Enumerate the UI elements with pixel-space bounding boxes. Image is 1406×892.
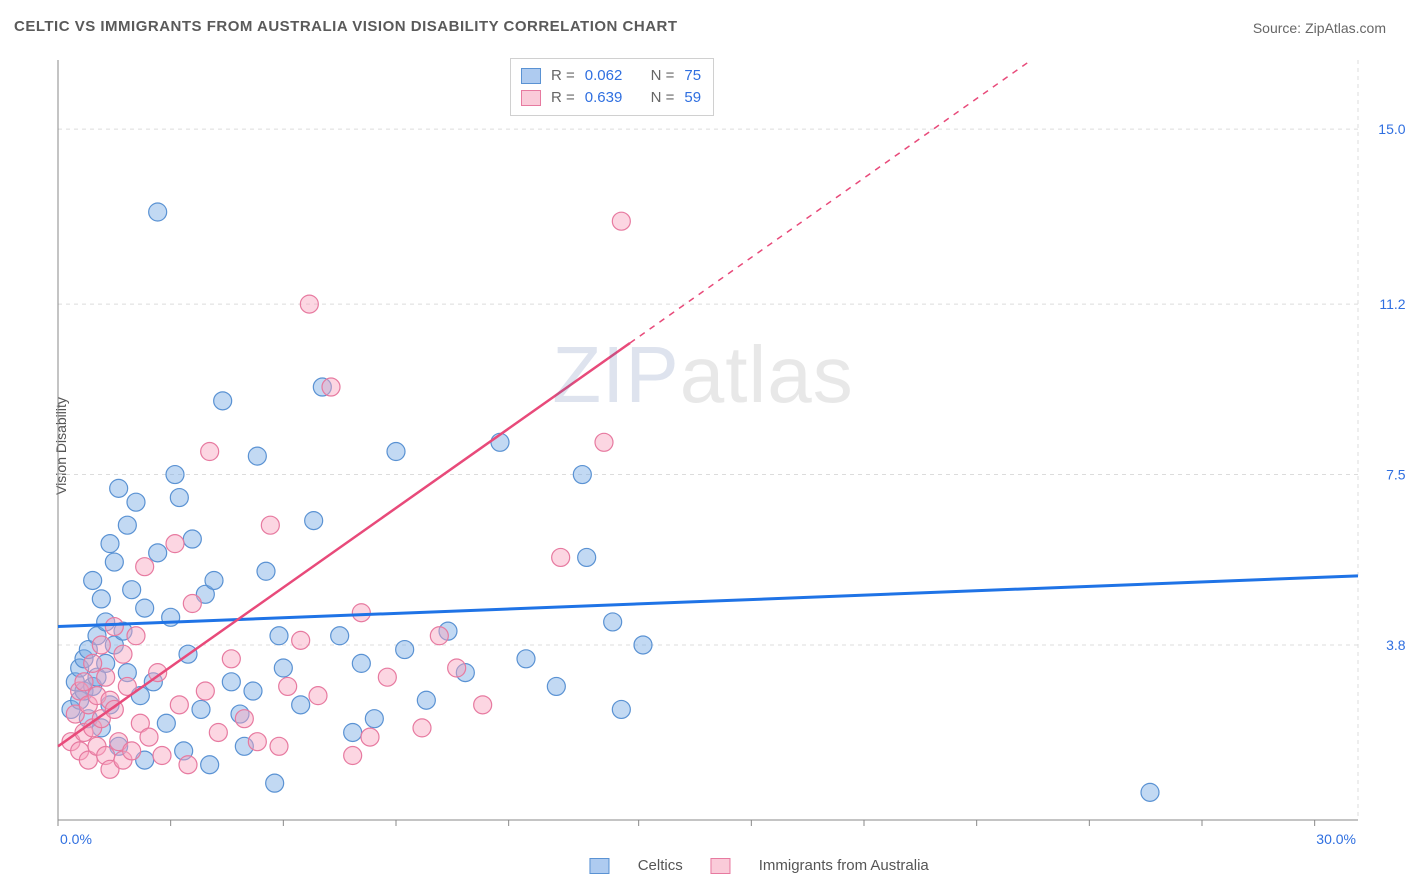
svg-text:15.0%: 15.0% <box>1378 121 1406 137</box>
n-value: 59 <box>684 87 701 109</box>
scatter-chart-svg: 3.8% 7.5% 11.2% 15.0% 0.0% 30.0% <box>48 50 1406 860</box>
legend-label: Immigrants from Australia <box>759 857 929 874</box>
r-label: R = <box>551 65 575 87</box>
n-value: 75 <box>684 65 701 87</box>
legend-series: Celtics Immigrants from Australia <box>590 857 929 874</box>
legend-stats: R = 0.062 N = 75 R = 0.639 N = 59 <box>510 58 714 116</box>
swatch-icon <box>521 68 541 84</box>
svg-text:11.2%: 11.2% <box>1379 296 1406 312</box>
r-value: 0.639 <box>585 87 623 109</box>
r-label: R = <box>551 87 575 109</box>
svg-text:7.5%: 7.5% <box>1386 467 1406 483</box>
svg-text:30.0%: 30.0% <box>1316 831 1356 847</box>
legend-stats-row: R = 0.062 N = 75 <box>521 65 701 87</box>
legend-label: Celtics <box>638 857 683 874</box>
plot-area: 3.8%7.5%11.2%15.0%0.0%30.0% <box>48 50 1388 840</box>
n-label: N = <box>651 87 675 109</box>
swatch-icon <box>711 858 731 874</box>
source-label: Source: <box>1253 20 1301 36</box>
r-value: 0.062 <box>585 65 623 87</box>
swatch-icon <box>521 90 541 106</box>
svg-text:3.8%: 3.8% <box>1386 637 1406 653</box>
svg-text:0.0%: 0.0% <box>60 831 92 847</box>
n-label: N = <box>651 65 675 87</box>
source-value: ZipAtlas.com <box>1305 20 1386 36</box>
chart-title: CELTIC VS IMMIGRANTS FROM AUSTRALIA VISI… <box>14 18 678 35</box>
legend-stats-row: R = 0.639 N = 59 <box>521 87 701 109</box>
source-credit: Source:ZipAtlas.com <box>1253 20 1386 36</box>
swatch-icon <box>590 858 610 874</box>
